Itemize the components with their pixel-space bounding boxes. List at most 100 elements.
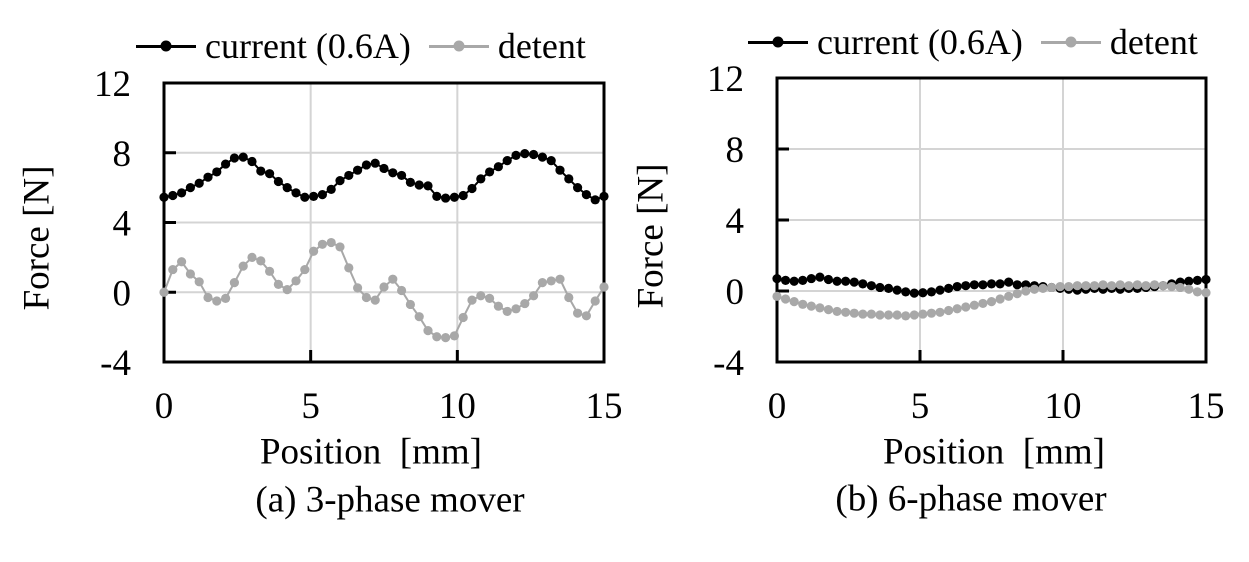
data-point	[423, 326, 433, 336]
data-point	[995, 279, 1005, 289]
data-point	[780, 275, 791, 285]
data-point	[432, 191, 442, 201]
data-point	[282, 183, 292, 193]
legend-item-detent-a: detent	[428, 26, 586, 66]
y-tick-label: 0	[113, 273, 132, 314]
data-point	[405, 177, 415, 187]
data-point	[361, 292, 371, 303]
data-point	[815, 303, 825, 313]
legend-chart-a: current (0.6A) detent	[136, 26, 586, 66]
data-point	[909, 288, 919, 298]
x-tick-label: 5	[911, 386, 930, 427]
data-point	[978, 298, 988, 309]
data-point	[397, 285, 407, 296]
caption-chart-a: (a) 3-phase mover	[255, 479, 525, 521]
data-point	[875, 282, 885, 293]
data-point	[944, 283, 954, 293]
data-point	[238, 152, 248, 162]
y-tick-label: 12	[94, 64, 131, 105]
data-point	[883, 310, 894, 320]
data-point	[273, 176, 283, 187]
data-point	[978, 280, 988, 290]
legend-dot-icon	[160, 40, 172, 52]
data-point	[185, 269, 195, 279]
data-point	[537, 152, 548, 162]
data-point	[849, 277, 859, 287]
data-point	[1107, 281, 1117, 291]
data-point	[986, 279, 997, 289]
data-point	[1021, 286, 1031, 296]
data-point	[1167, 281, 1177, 292]
data-point	[573, 308, 583, 318]
data-point	[326, 184, 336, 194]
data-point	[273, 279, 283, 290]
data-point	[405, 299, 415, 310]
data-point	[370, 158, 380, 168]
data-point	[935, 307, 945, 317]
data-point	[485, 293, 495, 303]
data-point	[892, 310, 902, 320]
data-point	[379, 163, 389, 174]
y-tick-label: 4	[113, 204, 132, 245]
data-point	[529, 291, 539, 301]
data-point	[485, 167, 495, 177]
data-point	[194, 178, 204, 188]
data-point	[458, 190, 468, 201]
x-tick-label: 15	[1188, 386, 1225, 427]
data-point	[300, 264, 310, 275]
data-point	[555, 165, 565, 175]
x-tick-label: 15	[586, 386, 623, 427]
data-point	[353, 283, 363, 293]
y-axis-label-b: Force [N]	[630, 163, 672, 309]
data-point	[841, 276, 851, 286]
data-point	[858, 279, 868, 289]
data-point	[590, 296, 600, 306]
data-point	[177, 257, 187, 267]
data-point	[256, 166, 266, 176]
data-point	[1192, 275, 1203, 285]
data-point	[909, 310, 919, 320]
data-point	[866, 309, 876, 319]
data-point	[467, 295, 477, 305]
data-point	[388, 274, 398, 284]
data-point	[317, 190, 327, 200]
data-point	[772, 273, 782, 284]
data-point	[1038, 283, 1048, 293]
data-point	[952, 304, 962, 314]
data-point	[520, 298, 530, 309]
data-point	[291, 188, 301, 198]
data-point	[564, 292, 574, 303]
data-point	[573, 183, 583, 193]
y-tick-label: 8	[113, 134, 132, 175]
data-point	[203, 172, 213, 182]
data-point	[918, 309, 928, 319]
data-point	[353, 165, 363, 175]
data-point	[344, 263, 354, 273]
data-point	[1141, 281, 1151, 291]
data-point	[159, 192, 169, 202]
data-point	[256, 256, 266, 266]
data-point	[815, 272, 825, 282]
x-tick-label: 10	[439, 386, 476, 427]
data-point	[789, 276, 799, 286]
legend-marker-current-icon	[748, 36, 808, 48]
data-point	[414, 180, 424, 190]
data-point	[370, 295, 380, 305]
data-point	[265, 169, 275, 179]
data-point	[599, 282, 609, 292]
legend-marker-detent-icon	[1040, 36, 1101, 48]
data-point	[449, 192, 459, 202]
data-point	[1046, 282, 1057, 293]
data-point	[397, 170, 407, 181]
data-point	[1192, 287, 1203, 297]
data-point	[168, 190, 178, 201]
data-point	[1201, 274, 1211, 285]
data-point	[441, 332, 451, 343]
data-point	[798, 275, 808, 285]
data-point	[590, 195, 600, 205]
data-point	[1012, 280, 1022, 290]
data-point	[221, 293, 231, 303]
data-point	[926, 287, 937, 297]
data-point	[961, 302, 971, 312]
